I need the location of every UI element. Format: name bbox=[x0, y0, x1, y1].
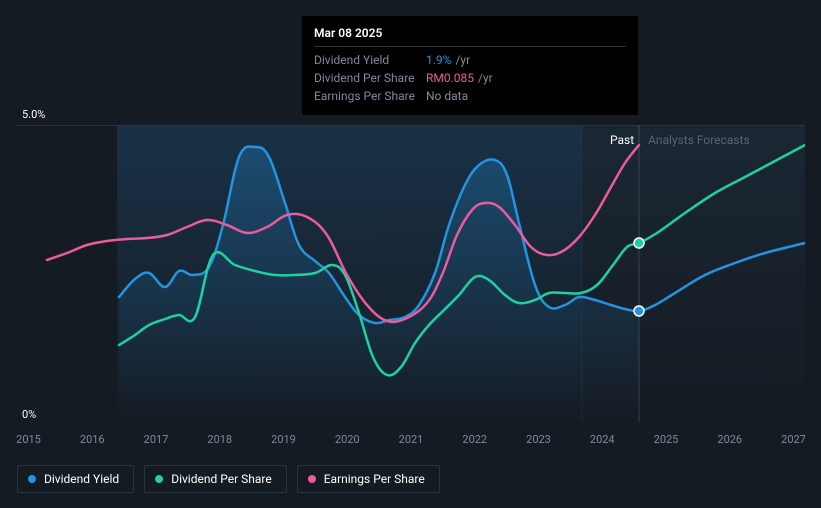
x-axis-tick: 2022 bbox=[474, 433, 475, 446]
tooltip-row-label: Dividend Yield bbox=[314, 53, 426, 67]
chart-svg bbox=[17, 125, 805, 422]
legend-item-dividend-yield[interactable]: Dividend Yield bbox=[17, 465, 134, 493]
x-axis-tick: 2017 bbox=[156, 433, 157, 446]
legend-item-earnings-per-share[interactable]: Earnings Per Share bbox=[297, 465, 440, 493]
tooltip-row-label: Earnings Per Share bbox=[314, 89, 426, 103]
x-axis-tick: 2015 bbox=[28, 433, 29, 446]
chart-tooltip: Mar 08 2025 Dividend Yield1.9%/yrDividen… bbox=[302, 16, 638, 115]
legend-item-label: Dividend Yield bbox=[44, 472, 119, 486]
x-axis-tick: 2027 bbox=[793, 433, 794, 446]
legend-item-label: Dividend Per Share bbox=[171, 472, 272, 486]
tooltip-row-label: Dividend Per Share bbox=[314, 71, 426, 85]
legend-item-dividend-per-share[interactable]: Dividend Per Share bbox=[144, 465, 287, 493]
x-axis-tick: 2024 bbox=[602, 433, 603, 446]
y-axis-bottom-label: 0% bbox=[22, 408, 36, 421]
tooltip-rows: Dividend Yield1.9%/yrDividend Per ShareR… bbox=[314, 51, 626, 105]
tooltip-row: Dividend Yield1.9% /yr bbox=[314, 51, 626, 69]
tooltip-row: Earnings Per ShareNo data bbox=[314, 87, 626, 105]
legend-dot-icon bbox=[155, 475, 163, 483]
x-axis-tick: 2025 bbox=[666, 433, 667, 446]
region-label-forecast: Analysts Forecasts bbox=[648, 133, 750, 147]
x-axis-tick: 2018 bbox=[219, 433, 220, 446]
tooltip-row-value: RM0.085 bbox=[426, 71, 474, 85]
x-axis-tick: 2021 bbox=[411, 433, 412, 446]
x-axis-tick: 2026 bbox=[729, 433, 730, 446]
tooltip-row-unit: /yr bbox=[478, 71, 493, 85]
tooltip-row-value: No data bbox=[426, 89, 468, 103]
x-axis: 2015 2016 2017 2018 2019 2020 2021 2022 2023 2024… bbox=[28, 433, 794, 446]
x-axis-tick: 2023 bbox=[538, 433, 539, 446]
region-label-past: Past bbox=[610, 133, 634, 147]
chart-legend: Dividend Yield Dividend Per Share Earnings… bbox=[17, 465, 440, 493]
legend-dot-icon bbox=[308, 475, 316, 483]
tooltip-row: Dividend Per ShareRM0.085/yr bbox=[314, 69, 626, 87]
x-axis-tick: 2019 bbox=[283, 433, 284, 446]
tooltip-date: Mar 08 2025 bbox=[314, 26, 626, 47]
x-axis-tick: 2020 bbox=[347, 433, 348, 446]
x-axis-tick: 2016 bbox=[92, 433, 93, 446]
legend-item-label: Earnings Per Share bbox=[324, 472, 425, 486]
chart-area[interactable] bbox=[17, 125, 805, 422]
tooltip-row-value: 1.9% bbox=[426, 53, 451, 67]
legend-dot-icon bbox=[28, 475, 36, 483]
y-axis-top-label: 5.0% bbox=[22, 108, 45, 121]
tooltip-row-unit: /yr bbox=[455, 53, 470, 67]
